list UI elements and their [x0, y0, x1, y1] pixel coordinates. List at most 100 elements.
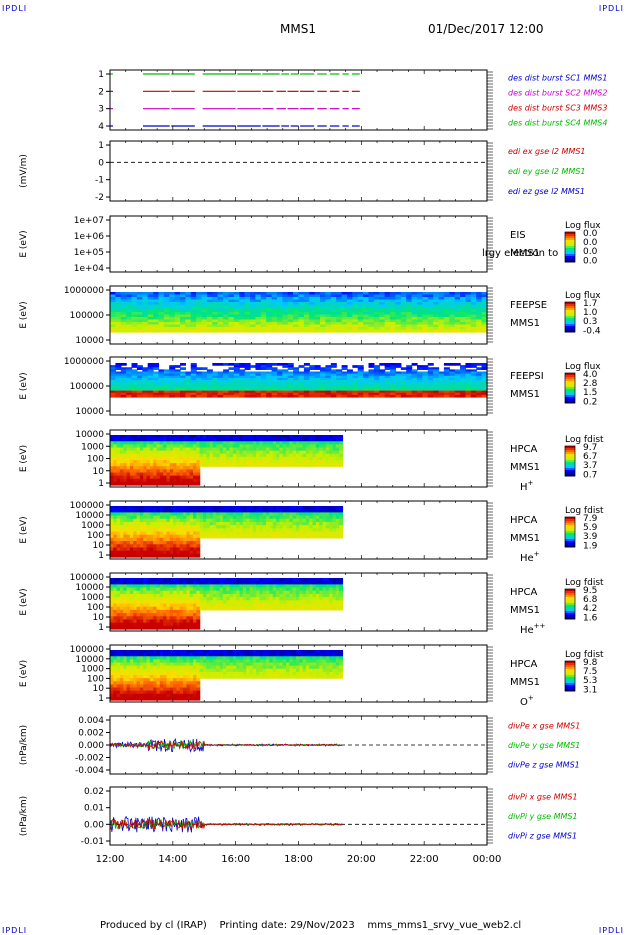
spectrogram-cell [266, 395, 272, 398]
spectrogram-cell [142, 395, 148, 398]
y-tick-label: 1000000 [64, 357, 104, 367]
spectrogram-cell [331, 395, 337, 398]
spectrogram-cell [245, 395, 251, 398]
spectrogram-cell [266, 367, 272, 370]
spectrogram-cell [455, 330, 461, 333]
spectrogram-cell [121, 330, 127, 333]
spectrogram-cell [282, 395, 288, 398]
spectrogram-cell [369, 365, 375, 368]
spectrogram-cell [363, 330, 369, 333]
spectrogram-cell [460, 395, 466, 398]
spectrogram-cell [412, 395, 418, 398]
spectrogram-cell [110, 395, 116, 398]
y-tick-label: 1 [98, 70, 104, 80]
spectrogram-cell [180, 395, 186, 398]
spectrogram-cell [175, 365, 181, 368]
spectrogram-cell [228, 367, 234, 370]
spectrogram-cell [406, 395, 412, 398]
spectrogram-cell [352, 365, 358, 368]
spectrogram-cell [137, 330, 143, 333]
panel-frame-edi-e [110, 141, 487, 201]
spectrogram-cell [239, 395, 245, 398]
spectrogram-cell [153, 330, 159, 333]
y-tick-label: 10 [93, 467, 105, 477]
spectrogram-cell [132, 330, 138, 333]
spectrogram-cell [110, 330, 116, 333]
spectrogram-cell [288, 330, 294, 333]
panel-label-feepsi: MMS1 [510, 389, 540, 400]
spectrogram-cell [261, 330, 267, 333]
spectrogram-cell [245, 367, 251, 370]
y-tick-label: 100 [87, 455, 104, 465]
spectrogram-cell [385, 367, 391, 370]
spectrogram-cell [282, 365, 288, 368]
spectrogram-cell [444, 330, 450, 333]
spectrogram-hpca-h [110, 435, 343, 486]
panel-label-hpca-h: MMS1 [510, 462, 540, 473]
spectrogram-cell [132, 395, 138, 398]
spectrogram-cell [476, 395, 482, 398]
spectrogram-cell [142, 330, 148, 333]
legend-edi-e-0: edi ex gse l2 MMS1 [508, 147, 586, 156]
spectrogram-cell [428, 363, 434, 366]
legend-des-burst-3: des dist burst SC4 MMS4 [508, 119, 607, 128]
spectrogram-cell [449, 330, 455, 333]
spectrogram-cell [272, 395, 278, 398]
spectrogram-cell [212, 363, 218, 366]
spectrogram-cell [444, 363, 450, 366]
y-tick-label: -2 [95, 193, 104, 203]
spectrogram-cell [369, 330, 375, 333]
spectrogram-cell [358, 395, 364, 398]
spectrogram-cell [309, 367, 315, 370]
spectrogram-cell [417, 395, 423, 398]
legend-edi-e-2: edi ez gse l2 MMS1 [508, 187, 585, 196]
spectrogram-cell [115, 367, 121, 370]
spectrogram-cell [471, 365, 477, 368]
spectrogram-cell [476, 367, 482, 370]
spectrogram-cell [412, 330, 418, 333]
spectrogram-cell [180, 367, 186, 370]
spectrogram-cell [379, 395, 385, 398]
y-tick-label: 1000 [81, 442, 104, 452]
spectrogram-cell [304, 363, 310, 366]
spectrogram-cell [250, 330, 256, 333]
spectrogram-cell [395, 330, 401, 333]
spectrogram-cell [277, 363, 283, 366]
y-tick-label: 1 [98, 551, 104, 561]
y-tick-label: 100000 [70, 311, 105, 321]
spectrogram-cell [395, 365, 401, 368]
spectrogram-cell [126, 395, 132, 398]
spectrogram-cell [471, 330, 477, 333]
spectrogram-cell [121, 395, 127, 398]
panel-label-feepse: MMS1 [510, 318, 540, 329]
spectrogram-cell [255, 367, 261, 370]
spectrogram-cell [433, 330, 439, 333]
spectrogram-cell [460, 330, 466, 333]
spectrogram-cell [412, 363, 418, 366]
spectrogram-cell [228, 330, 234, 333]
spectrogram-cell [202, 330, 208, 333]
spectrogram-cell [148, 395, 154, 398]
spectrogram-cell [433, 395, 439, 398]
spectrogram-cell [293, 395, 299, 398]
panel-frame-des-burst [110, 70, 487, 130]
y-axis-label-eis: E (eV) [19, 230, 29, 257]
spectrogram-cell [218, 395, 224, 398]
y-tick-label: 1e+05 [74, 248, 104, 258]
spectrogram-cell [185, 395, 191, 398]
spectrogram-cell [304, 395, 310, 398]
y-tick-label: 1 [98, 141, 104, 151]
y-tick-label: 3 [98, 105, 104, 115]
spectrogram-cell [315, 330, 321, 333]
spectrogram-cell [455, 395, 461, 398]
colorbar-tick-label: 0.7 [583, 470, 597, 480]
spectrogram-cell [261, 367, 267, 370]
spectrogram-cell [196, 554, 200, 558]
spectrogram-cell [374, 395, 380, 398]
y-tick-label: 10 [93, 541, 105, 551]
spectrogram-cell [115, 330, 121, 333]
spectrogram-cell [212, 395, 218, 398]
spectrogram-cell [153, 395, 159, 398]
spectrogram-cell [406, 330, 412, 333]
spectrogram-cell [455, 363, 461, 366]
